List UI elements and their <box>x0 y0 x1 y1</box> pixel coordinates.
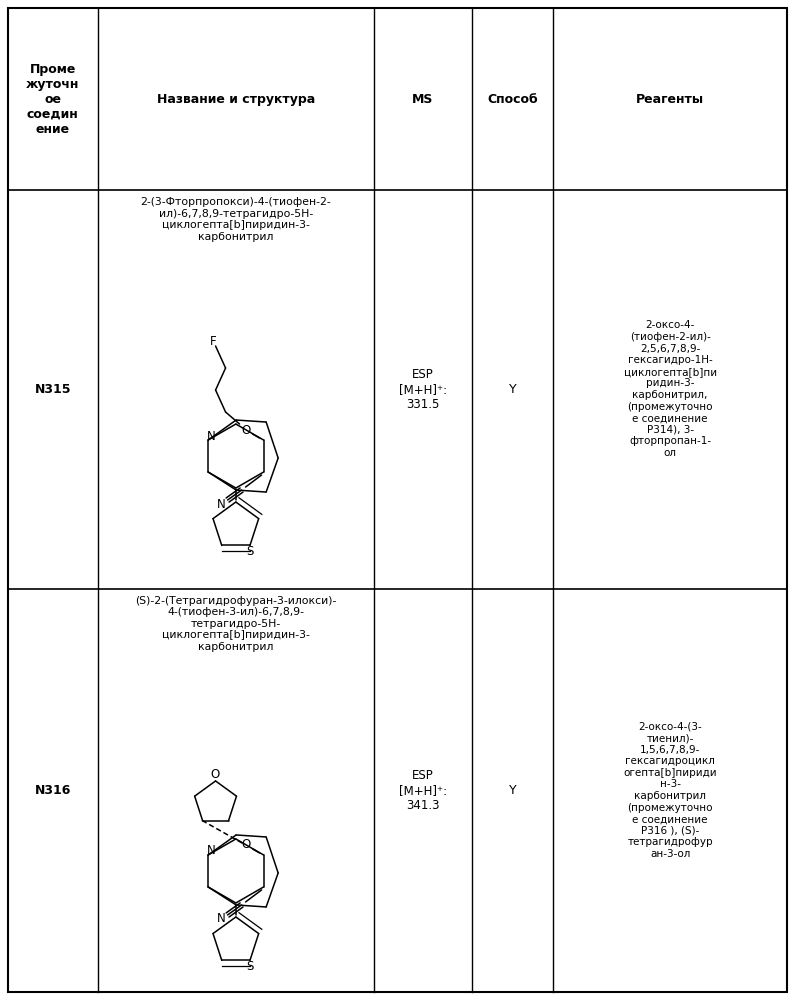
Text: Проме
жуточн
ое
соедин
ение: Проме жуточн ое соедин ение <box>26 63 80 136</box>
Text: MS: MS <box>412 93 433 106</box>
Text: N315: N315 <box>34 383 71 396</box>
Text: 2-оксо-4-(3-
тиенил)-
1,5,6,7,8,9-
гексагидроцикл
огепта[b]пириди
н-3-
карбонитр: 2-оксо-4-(3- тиенил)- 1,5,6,7,8,9- гекса… <box>623 721 717 859</box>
Text: Реагенты: Реагенты <box>636 93 704 106</box>
Text: ESP
[M+H]⁺:
331.5: ESP [M+H]⁺: 331.5 <box>399 368 447 411</box>
Text: (S)-2-(Тетрагидрофуран-3-илокси)-
4-(тиофен-3-ил)-6,7,8,9-
тетрагидро-5Н-
циклог: (S)-2-(Тетрагидрофуран-3-илокси)- 4-(тио… <box>135 596 336 652</box>
Text: S: S <box>246 960 254 973</box>
Text: Y: Y <box>509 383 516 396</box>
Text: Способ: Способ <box>487 93 537 106</box>
Text: N: N <box>207 430 215 443</box>
Text: O: O <box>241 838 250 851</box>
Text: N: N <box>217 498 226 511</box>
Text: Y: Y <box>509 784 516 797</box>
Text: S: S <box>246 545 254 558</box>
Text: F: F <box>210 335 217 348</box>
Text: N316: N316 <box>35 784 71 797</box>
Text: O: O <box>210 768 219 781</box>
Text: 2-оксо-4-
(тиофен-2-ил)-
2,5,6,7,8,9-
гексагидро-1Н-
циклогепта[b]пи
ридин-3-
ка: 2-оксо-4- (тиофен-2-ил)- 2,5,6,7,8,9- ге… <box>623 320 717 458</box>
Text: N: N <box>207 844 215 857</box>
Text: N: N <box>217 912 226 925</box>
Text: ESP
[M+H]⁺:
341.3: ESP [M+H]⁺: 341.3 <box>399 769 447 812</box>
Text: Название и структура: Название и структура <box>157 93 315 106</box>
Text: 2-(3-Фторпропокси)-4-(тиофен-2-
ил)-6,7,8,9-тетрагидро-5Н-
циклогепта[b]пиридин-: 2-(3-Фторпропокси)-4-(тиофен-2- ил)-6,7,… <box>141 197 332 242</box>
Text: O: O <box>241 424 250 437</box>
